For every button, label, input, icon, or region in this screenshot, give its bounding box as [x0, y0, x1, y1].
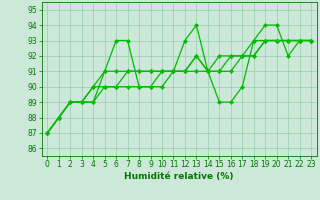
X-axis label: Humidité relative (%): Humidité relative (%) [124, 172, 234, 181]
